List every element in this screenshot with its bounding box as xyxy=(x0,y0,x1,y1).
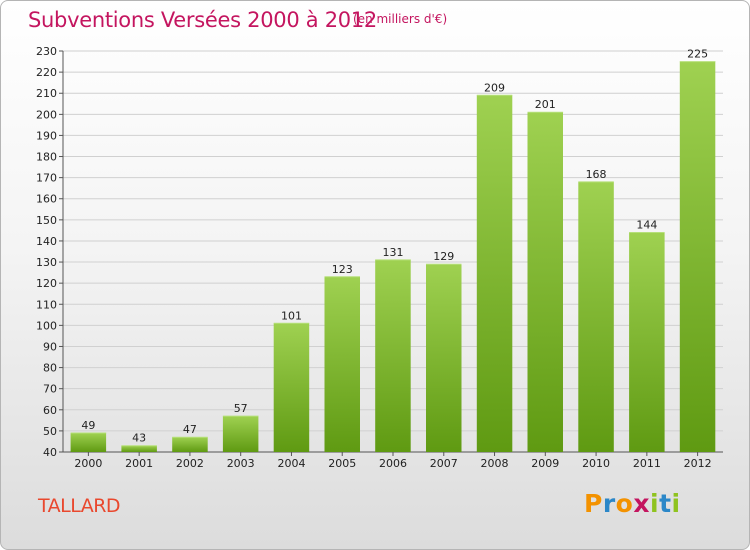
bar xyxy=(324,276,360,452)
data-label: 209 xyxy=(484,81,505,94)
bars xyxy=(70,61,716,453)
y-tick-label: 110 xyxy=(36,298,57,311)
y-tick-label: 220 xyxy=(36,66,57,79)
data-label: 129 xyxy=(433,250,454,263)
y-tick-label: 200 xyxy=(36,108,57,121)
x-tick-label: 2004 xyxy=(277,457,305,470)
data-label: 123 xyxy=(332,263,353,276)
bar xyxy=(679,61,716,452)
bar xyxy=(629,232,665,452)
y-tick-label: 170 xyxy=(36,172,57,185)
y-tick-label: 40 xyxy=(43,446,57,459)
data-label: 47 xyxy=(183,423,197,436)
x-tick-label: 2001 xyxy=(125,457,153,470)
y-tick-label: 130 xyxy=(36,256,57,269)
y-tick-label: 100 xyxy=(36,319,57,332)
proxiti-logo[interactable]: Proxiti xyxy=(584,489,681,518)
bar xyxy=(527,112,563,452)
data-label: 57 xyxy=(234,402,248,415)
data-label: 168 xyxy=(586,168,607,181)
bar xyxy=(578,181,614,452)
x-tick-label: 2006 xyxy=(379,457,407,470)
y-tick-label: 210 xyxy=(36,87,57,100)
y-tick-label: 180 xyxy=(36,151,57,164)
data-label: 131 xyxy=(383,246,404,259)
labels: 40 50 60 70 80 90 100 110 120 130 140 150 160 170 180 1… xyxy=(36,45,712,470)
bar xyxy=(172,437,208,452)
logo-letter: P xyxy=(584,489,603,518)
y-tick-label: 230 xyxy=(36,45,57,58)
x-tick-label: 2003 xyxy=(227,457,255,470)
data-label: 101 xyxy=(281,309,302,322)
chart-subtitle: (en milliers d'€) xyxy=(353,12,448,26)
bar xyxy=(273,323,310,452)
x-tick-label: 2000 xyxy=(74,457,102,470)
logo-letter: r xyxy=(602,489,616,518)
bar xyxy=(121,445,157,452)
data-label: 144 xyxy=(636,219,657,232)
data-label: 49 xyxy=(81,419,95,432)
bar xyxy=(222,416,259,452)
y-tick-label: 160 xyxy=(36,193,57,206)
logo-letter: x xyxy=(633,489,650,518)
x-tick-label: 2002 xyxy=(176,457,204,470)
y-tick-label: 190 xyxy=(36,129,57,142)
x-tick-label: 2010 xyxy=(582,457,610,470)
bar xyxy=(426,264,462,452)
y-tick-label: 140 xyxy=(36,235,57,248)
y-tick-label: 120 xyxy=(36,277,57,290)
y-tick-label: 70 xyxy=(43,383,57,396)
x-tick-label: 2005 xyxy=(328,457,356,470)
y-tick-label: 60 xyxy=(43,404,57,417)
bar xyxy=(70,433,107,452)
logo-letter: i xyxy=(671,489,681,518)
x-tick-label: 2007 xyxy=(430,457,458,470)
data-label: 201 xyxy=(535,98,556,111)
y-tick-label: 80 xyxy=(43,362,57,375)
y-tick-label: 50 xyxy=(43,425,57,438)
commune-name: TALLARD xyxy=(38,495,121,517)
y-tick-label: 90 xyxy=(43,340,57,353)
x-tick-label: 2012 xyxy=(684,457,712,470)
y-tick-label: 150 xyxy=(36,214,57,227)
data-label: 43 xyxy=(132,432,146,445)
data-label: 225 xyxy=(687,48,708,61)
bar xyxy=(476,95,513,453)
x-tick-label: 2008 xyxy=(481,457,509,470)
x-tick-label: 2011 xyxy=(633,457,661,470)
logo-letter: t xyxy=(659,489,672,518)
logo-letter: o xyxy=(615,489,634,518)
logo-letter: i xyxy=(650,489,660,518)
x-tick-label: 2009 xyxy=(531,457,559,470)
chart-title: Subventions Versées 2000 à 2012 xyxy=(28,8,377,32)
bar xyxy=(375,259,411,452)
